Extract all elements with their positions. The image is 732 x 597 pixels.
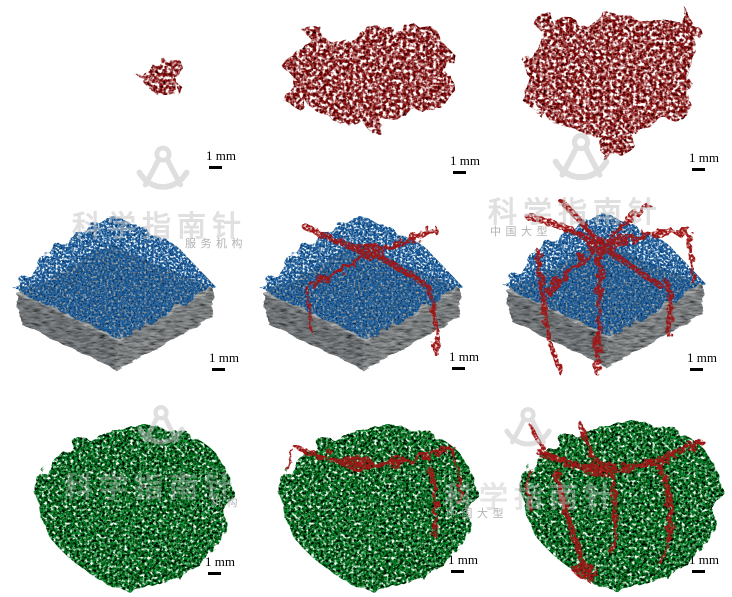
scalebar-r2c3: 1 mm [687,351,717,371]
scale-label: 1 mm [205,554,235,569]
scalebar-r1c1: 1 mm [206,149,236,169]
scale-bar-line [209,166,222,169]
panel-r3c1-render [37,428,229,590]
panel-r3c2-render [281,428,473,590]
scale-bar-line [453,171,466,174]
scale-label: 1 mm [448,552,478,567]
panel-r2c3-render [504,199,706,377]
scale-label: 1 mm [450,153,480,168]
scalebar-r3c3: 1 mm [689,553,719,573]
scale-label: 1 mm [689,150,719,165]
scale-bar-line [690,368,703,371]
panel-r2c2-render [261,215,463,370]
panel-r2c1-render [14,215,216,370]
scale-label: 1 mm [689,552,719,567]
scalebar-r3c1: 1 mm [205,555,235,575]
scale-label: 1 mm [209,350,239,365]
scale-bar-line [452,367,465,370]
panel-r1c2-render [288,24,452,133]
scalebar-r1c3: 1 mm [689,151,719,171]
scale-bar-line [692,168,705,171]
scalebar-r1c2: 1 mm [450,154,480,174]
scalebar-r3c2: 1 mm [448,553,478,573]
scalebar-r2c2: 1 mm [449,350,479,370]
scale-bar-line [451,570,464,573]
scale-label: 1 mm [206,148,236,163]
panel-r1c3-render [522,10,698,166]
crack-overlay [526,421,704,583]
crack-overlay [524,199,696,377]
scalebar-r2c1: 1 mm [209,351,239,371]
scale-bar-line [212,368,225,371]
crack-overlay [285,443,462,537]
scale-bar-line [208,572,221,575]
panel-r3c3-render [522,421,718,590]
panel-r1c1-render [135,57,187,97]
scale-label: 1 mm [449,349,479,364]
scale-label: 1 mm [687,350,717,365]
crack-overlay [302,223,439,355]
scale-bar-line [692,570,705,573]
